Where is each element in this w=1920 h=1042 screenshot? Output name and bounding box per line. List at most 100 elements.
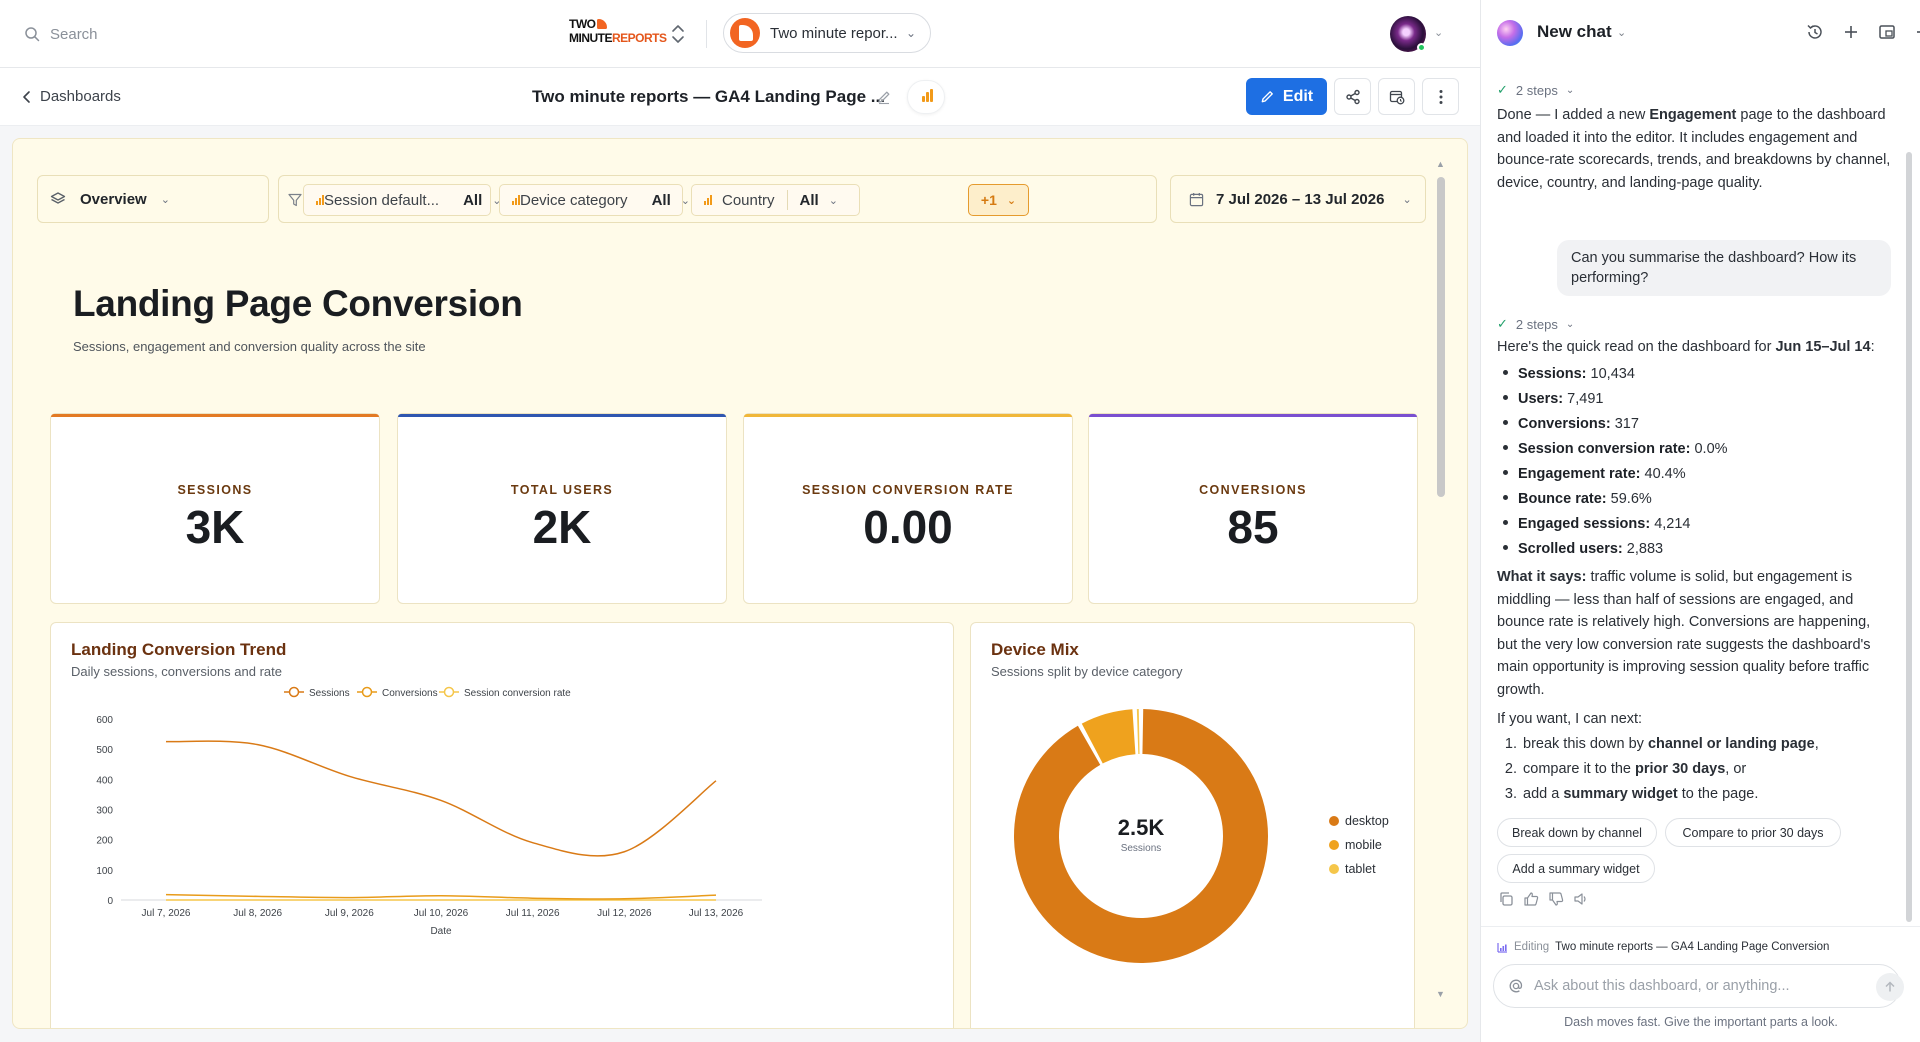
suggestion-compare-prior-30-days[interactable]: Compare to prior 30 days bbox=[1665, 818, 1841, 847]
metric-value: 317 bbox=[1614, 416, 1639, 432]
legend-swatch bbox=[1329, 816, 1339, 826]
share-icon bbox=[1345, 89, 1360, 104]
editing-dashboard-name: Two minute reports — GA4 Landing Page Co… bbox=[1555, 941, 1830, 953]
chevron-down-icon: ⌄ bbox=[1402, 193, 1412, 206]
filter-bar: Session default... All ⌄ Device category… bbox=[278, 175, 1157, 223]
workspace-name: Two minute repor... bbox=[770, 24, 898, 42]
chevron-down-icon: ⌄ bbox=[828, 194, 838, 207]
steps-label: 2 steps bbox=[1515, 82, 1558, 98]
global-search[interactable]: Search bbox=[24, 22, 98, 46]
user-menu[interactable]: ⌄ bbox=[1390, 14, 1450, 54]
y-tick-label: 300 bbox=[96, 806, 113, 817]
dashboard-canvas: Overview ⌄ Session default... All ⌄ Devi… bbox=[12, 138, 1468, 1029]
y-tick-label: 200 bbox=[96, 836, 113, 847]
metric-label: Engagement rate: bbox=[1518, 466, 1641, 482]
thumbs-down-icon[interactable] bbox=[1548, 891, 1564, 907]
chat-title[interactable]: New chat bbox=[1537, 22, 1612, 41]
more-filters-button[interactable]: +1 ⌄ bbox=[968, 184, 1029, 216]
legend-swatch-marker bbox=[361, 686, 373, 698]
metric-label: Engaged sessions: bbox=[1518, 516, 1651, 532]
kpi-card-sessions[interactable]: SESSIONS 3K bbox=[50, 413, 380, 604]
date-range-picker[interactable]: 7 Jul 2026 – 13 Jul 2026 ⌄ bbox=[1170, 175, 1426, 223]
scroll-down-arrow-icon[interactable]: ▼ bbox=[1436, 989, 1445, 999]
minimize-icon[interactable] bbox=[1913, 22, 1920, 42]
legend-label: Sessions bbox=[309, 688, 350, 699]
chevron-down-icon[interactable]: ⌄ bbox=[1617, 27, 1627, 39]
mention-at-icon[interactable] bbox=[1508, 978, 1524, 994]
date-range-label: 7 Jul 2026 – 13 Jul 2026 bbox=[1216, 190, 1385, 208]
canvas-scrollbar[interactable]: ▲ ▼ bbox=[1436, 159, 1446, 999]
suggestion-add-summary-widget[interactable]: Add a summary widget bbox=[1497, 854, 1655, 883]
steps-toggle[interactable]: ✓ 2 steps ⌄ bbox=[1497, 316, 1574, 332]
legend-swatch bbox=[1329, 840, 1339, 850]
switcher-updown-icon[interactable] bbox=[668, 22, 688, 46]
data-source-badge[interactable] bbox=[907, 80, 945, 114]
popout-window-icon[interactable] bbox=[1877, 22, 1897, 42]
kpi-card-session-conversion-rate[interactable]: SESSION CONVERSION RATE 0.00 bbox=[743, 413, 1073, 604]
back-to-dashboards[interactable]: Dashboards bbox=[22, 88, 121, 105]
donut-center-value: 2.5K bbox=[1118, 815, 1165, 840]
rename-pencil-icon[interactable] bbox=[876, 89, 892, 105]
chat-scrollbar[interactable] bbox=[1906, 152, 1912, 922]
device-mix-panel[interactable]: Device Mix Sessions split by device cate… bbox=[970, 622, 1415, 1028]
chat-disclaimer: Dash moves fast. Give the important part… bbox=[1564, 1015, 1838, 1029]
message-text: traffic volume is solid, but engagement … bbox=[1497, 569, 1871, 698]
user-message: Can you summarise the dashboard? How its… bbox=[1557, 240, 1891, 296]
list-item: Engaged sessions: 4,214 bbox=[1497, 516, 1690, 532]
filter-chip-session-default[interactable]: Session default... All ⌄ bbox=[303, 184, 501, 216]
filter-chip-value: All bbox=[799, 191, 819, 209]
suggestion-break-down-by-channel[interactable]: Break down by channel bbox=[1497, 818, 1657, 847]
logo-word-reports: REPORTS bbox=[612, 31, 667, 45]
workspace-selector[interactable]: Two minute repor... ⌄ bbox=[723, 13, 931, 53]
x-axis-label: Date bbox=[430, 926, 452, 937]
y-tick-label: 600 bbox=[96, 715, 113, 726]
history-icon[interactable] bbox=[1805, 22, 1825, 42]
filter-chip-country[interactable]: Country All ⌄ bbox=[691, 184, 860, 216]
metric-value: 7,491 bbox=[1567, 391, 1604, 407]
page-selector[interactable]: Overview ⌄ bbox=[37, 175, 269, 223]
message-text: page to the dashboard and loaded it into… bbox=[1497, 107, 1891, 191]
kpi-accent-bar bbox=[51, 414, 379, 417]
metric-value: 40.4% bbox=[1644, 466, 1686, 482]
filter-funnel-icon bbox=[288, 193, 302, 207]
series-line-conversions bbox=[165, 893, 717, 900]
y-tick-label: 400 bbox=[96, 775, 113, 786]
message-text: , bbox=[1814, 736, 1819, 752]
share-button[interactable] bbox=[1334, 78, 1371, 115]
search-icon bbox=[25, 27, 40, 42]
speaker-icon[interactable] bbox=[1573, 891, 1589, 907]
edit-button[interactable]: Edit bbox=[1246, 78, 1327, 115]
more-vertical-icon bbox=[1439, 89, 1442, 104]
dashboard-app: Search TWO MINUTEREPORTS Two minute repo… bbox=[0, 13, 1480, 1029]
kpi-label: TOTAL USERS bbox=[510, 483, 614, 497]
plus-icon[interactable] bbox=[1841, 22, 1861, 42]
online-status-dot bbox=[1417, 43, 1426, 52]
brand-logo[interactable]: TWO MINUTEREPORTS bbox=[569, 18, 667, 48]
chevron-left-icon bbox=[23, 90, 30, 103]
schedule-button[interactable] bbox=[1378, 78, 1415, 115]
send-button[interactable] bbox=[1876, 973, 1904, 1001]
kpi-card-total-users[interactable]: TOTAL USERS 2K bbox=[397, 413, 727, 604]
filter-chip-device-category[interactable]: Device category All ⌄ bbox=[499, 184, 690, 216]
message-bold: summary widget bbox=[1563, 786, 1678, 802]
copy-icon[interactable] bbox=[1498, 891, 1514, 907]
chat-footer: Editing Two minute reports — GA4 Landing… bbox=[1481, 926, 1920, 1042]
landing-conversion-trend-panel[interactable]: Landing Conversion Trend Daily sessions,… bbox=[50, 622, 954, 1028]
scroll-up-arrow-icon[interactable]: ▲ bbox=[1436, 159, 1445, 169]
bar-chart-icon bbox=[930, 89, 933, 102]
kpi-card-conversions[interactable]: CONVERSIONS 85 bbox=[1088, 413, 1418, 604]
scroll-thumb[interactable] bbox=[1437, 177, 1445, 497]
dashboard-title[interactable]: Two minute reports — GA4 Landing Page ..… bbox=[532, 87, 885, 106]
chat-input[interactable]: Ask about this dashboard, or anything... bbox=[1493, 964, 1904, 1008]
message-text: break this down by bbox=[1523, 736, 1648, 752]
chevron-down-icon: ⌄ bbox=[160, 193, 170, 206]
filter-chip-value: All bbox=[463, 191, 483, 209]
panel-title: Device Mix bbox=[991, 640, 1079, 659]
workspace-logo-icon bbox=[730, 18, 760, 48]
thumbs-up-icon[interactable] bbox=[1523, 891, 1539, 907]
check-icon: ✓ bbox=[1497, 82, 1508, 97]
chat-input-placeholder: Ask about this dashboard, or anything... bbox=[1534, 978, 1790, 994]
filter-chip-name: Device category bbox=[520, 191, 628, 209]
steps-toggle[interactable]: ✓ 2 steps ⌄ bbox=[1497, 82, 1574, 98]
more-options-button[interactable] bbox=[1422, 78, 1459, 115]
